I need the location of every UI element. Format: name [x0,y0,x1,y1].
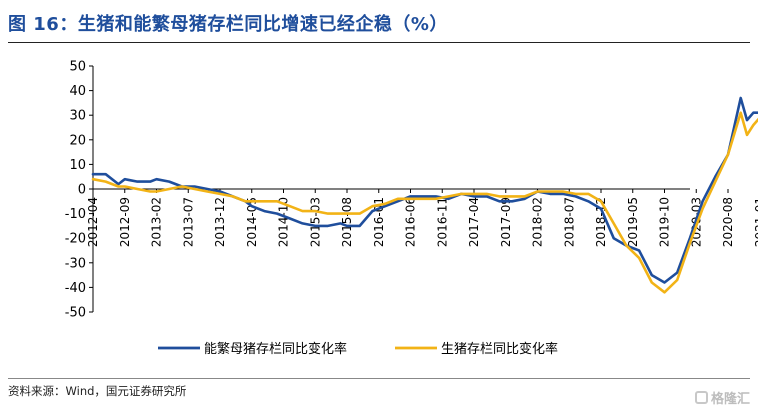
x-tick-label: 2020-08 [721,197,735,247]
y-tick-label: 10 [69,158,86,173]
series-line-hog-inventory [91,111,758,294]
x-tick-label: 2013-07 [181,197,195,247]
x-tick-label: 2012-04 [86,197,100,247]
y-tick-label: 0 [78,183,86,198]
watermark-text: 格隆汇 [710,392,750,407]
watermark: 格隆汇 [694,388,750,407]
series-line-sow-inventory [91,96,758,284]
y-tick-label: -40 [65,281,86,296]
source-divider [8,378,750,379]
title-divider [8,42,750,43]
x-tick-label: 2013-12 [213,197,227,247]
x-tick-label: 2014-10 [277,197,291,247]
x-tick-label: 2013-02 [150,197,164,247]
x-tick-label: 2017-04 [467,197,481,247]
legend: 能繁母猪存栏同比变化率 生猪存栏同比变化率 [158,341,558,357]
y-tick-label: -10 [65,207,86,222]
x-tick-label: 2021-01 [753,197,758,247]
y-tick-label: 50 [69,60,86,75]
y-tick-label: -30 [65,256,86,271]
y-tick-label: -20 [65,232,86,247]
y-tick-label: 40 [69,84,86,99]
x-tick-label: 2015-08 [340,197,354,247]
x-tick-label: 2012-09 [118,197,132,247]
legend-label: 能繁母猪存栏同比变化率 [204,341,347,357]
y-tick-label: -50 [65,306,86,321]
series-layer [91,96,758,294]
x-tick-label: 2016-11 [435,197,449,247]
source-note: 资料来源：Wind，国元证券研究所 [8,384,187,398]
x-tick-label: 2015-03 [308,197,322,247]
x-tick-label: 2014-05 [245,197,259,247]
y-tick-label: 30 [69,109,86,124]
watermark-logo-icon [694,391,708,404]
x-tick-label: 2017-09 [499,197,513,247]
x-tick-label: 2019-05 [626,197,640,247]
x-axis: 2012-04 2012-09 2013-02 2013-07 2013-12 2014-… [86,188,758,247]
x-tick-label: 2019-10 [658,197,672,247]
figure-title: 图 16：生猪和能繁母猪存栏同比增速已经企稳（%） [8,14,448,35]
legend-label: 生猪存栏同比变化率 [441,341,558,357]
y-axis: 50 40 30 20 10 0 -10 -20 -30 -40 -50 [65,60,94,321]
x-tick-label: 2018-07 [562,197,576,247]
y-tick-label: 20 [69,133,86,148]
x-tick-label: 2016-06 [404,197,418,247]
x-tick-label: 2018-02 [531,197,545,247]
